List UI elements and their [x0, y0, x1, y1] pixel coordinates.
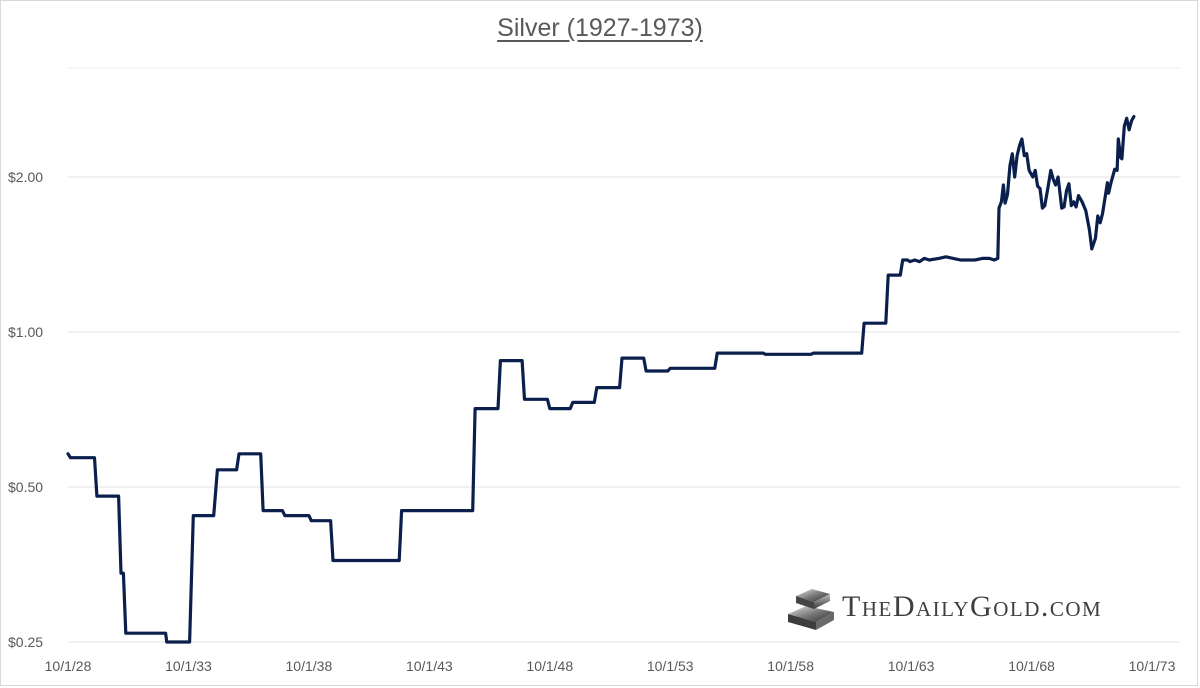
gold-bars-icon [788, 589, 834, 630]
y-tick-label: $0.50 [8, 479, 43, 495]
x-tick-label: 10/1/28 [45, 658, 92, 674]
series-line-silver [66, 115, 1136, 644]
y-tick-label: $1.00 [8, 324, 43, 340]
x-tick-label: 10/1/58 [767, 658, 814, 674]
series-layer [66, 115, 1136, 644]
y-tick-label: $0.25 [8, 634, 43, 650]
gridlines [68, 67, 1180, 643]
x-tick-label: 10/1/33 [165, 658, 212, 674]
x-tick-label: 10/1/63 [888, 658, 935, 674]
x-tick-label: 10/1/68 [1008, 658, 1055, 674]
x-tick-label: 10/1/48 [526, 658, 573, 674]
y-axis-tick-labels: $0.25 $0.50 $1.00 $2.00 [8, 169, 43, 650]
x-tick-label: 10/1/73 [1129, 658, 1176, 674]
watermark-text: TheDailyGold.com [842, 590, 1103, 623]
chart-title: Silver (1927-1973) [497, 14, 703, 42]
y-tick-label: $2.00 [8, 169, 43, 185]
x-axis-tick-labels: 10/1/28 10/1/33 10/1/38 10/1/43 10/1/48 10/1/… [45, 658, 1176, 674]
thedailygold-logo: TheDailyGold.com [784, 578, 1174, 638]
x-tick-label: 10/1/38 [286, 658, 333, 674]
x-tick-label: 10/1/53 [647, 658, 694, 674]
x-tick-label: 10/1/43 [406, 658, 453, 674]
